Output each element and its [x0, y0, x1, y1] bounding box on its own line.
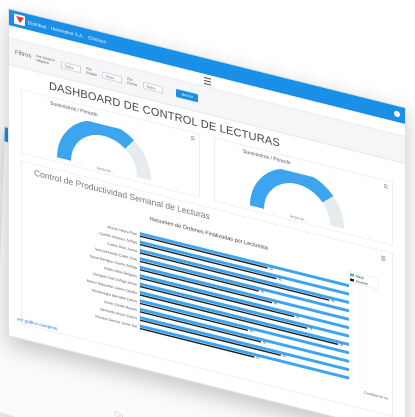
bar-avance — [140, 243, 277, 280]
filter-date-select[interactable]: Todos — [143, 81, 164, 94]
data-label: 60 — [274, 301, 278, 306]
bar-meta — [140, 290, 349, 347]
filter-status-label: Por Estado — [86, 66, 97, 78]
legend-box — [347, 270, 379, 290]
data-label: 76 — [309, 327, 313, 332]
bar-avance — [140, 285, 308, 329]
data-label: 90 — [340, 343, 344, 348]
data-label: 86 — [331, 298, 335, 303]
filter-date-label: Por Fecha — [127, 76, 137, 88]
bar-avance — [140, 319, 281, 357]
bar-avance — [140, 311, 261, 343]
gauge-unit: lecturas — [290, 213, 304, 221]
bar-avance — [140, 294, 338, 346]
gauge-chart: 1,725 lecturas — [57, 120, 151, 181]
bar-meta — [140, 299, 349, 355]
bar-avance — [140, 327, 255, 358]
card-menu-icon[interactable]: ☰ — [383, 183, 388, 191]
x-axis-label: Cantidad de suministros — [364, 391, 388, 405]
card-menu-icon[interactable]: ☰ — [190, 135, 195, 143]
bar-meta — [140, 307, 349, 363]
bar-avance — [140, 277, 294, 318]
gauge-unit: lecturas — [97, 165, 111, 173]
bar-meta — [140, 232, 349, 288]
category-label: Castro Díaz Juana — [107, 242, 138, 254]
legend-swatch — [350, 273, 354, 277]
bar-meta — [140, 274, 349, 330]
search-button[interactable]: Buscar — [176, 88, 199, 103]
bar-avance — [140, 269, 272, 304]
productivity-panel: Control de Productividad Semanal de Lect… — [21, 160, 393, 417]
data-label: 70 — [296, 315, 300, 320]
bar-meta — [140, 248, 349, 305]
data-label: 49 — [250, 329, 254, 334]
gauge-cards-row: Suministros / Periodo ☰ 1,725 lecturas S… — [9, 82, 405, 249]
user-icon[interactable] — [394, 110, 400, 118]
bar-avance — [140, 302, 248, 331]
productivity-bar-chart: Resumen de Órdenes Finalizadas por Lectu… — [87, 215, 388, 405]
legend-label: Meta — [356, 274, 364, 280]
filter-status-select[interactable]: Todos — [102, 71, 123, 84]
bar-meta — [140, 240, 349, 296]
legend-swatch — [350, 278, 354, 282]
gauge-card: Suministros / Periodo ☰ 1,725 lecturas — [21, 89, 200, 198]
bar-avance — [140, 252, 330, 301]
bar-avance — [140, 235, 268, 269]
bar-meta — [140, 282, 349, 338]
legend-label: Avance — [356, 279, 368, 286]
bar-meta — [140, 316, 349, 372]
category-label: Alonzo Neyra Paul — [107, 225, 137, 236]
main-screen: Distribus · Hidrandina S.A. · Chiclayo F… — [8, 8, 406, 417]
panel-menu-icon[interactable]: ☰ — [380, 255, 386, 264]
gauge-chart: 42453 lecturas — [250, 168, 344, 229]
gauge-card: Suministros / Periodo ☰ 42453 lecturas — [214, 137, 393, 246]
data-label: 52 — [256, 355, 260, 360]
data-label: 58 — [270, 266, 274, 271]
data-label: 55 — [263, 340, 267, 345]
filters-label: Filtros — [15, 49, 32, 60]
filter-service-label: Por Servicio Negocio — [36, 54, 55, 66]
gauge-fill — [250, 168, 334, 210]
bar-meta — [140, 257, 349, 313]
filter-service-select[interactable]: Todos — [61, 60, 82, 73]
data-label: 62 — [278, 277, 282, 282]
data-label: 64 — [283, 354, 287, 359]
bar-meta — [140, 265, 349, 321]
hamburger-menu-icon[interactable] — [203, 76, 211, 85]
background-chart-title-fragment: Co — [113, 410, 124, 417]
bar-avance — [140, 260, 259, 292]
app-logo — [14, 13, 25, 27]
bar-meta — [140, 324, 349, 380]
data-label: 54 — [261, 289, 265, 294]
gauge-fill — [57, 120, 134, 162]
